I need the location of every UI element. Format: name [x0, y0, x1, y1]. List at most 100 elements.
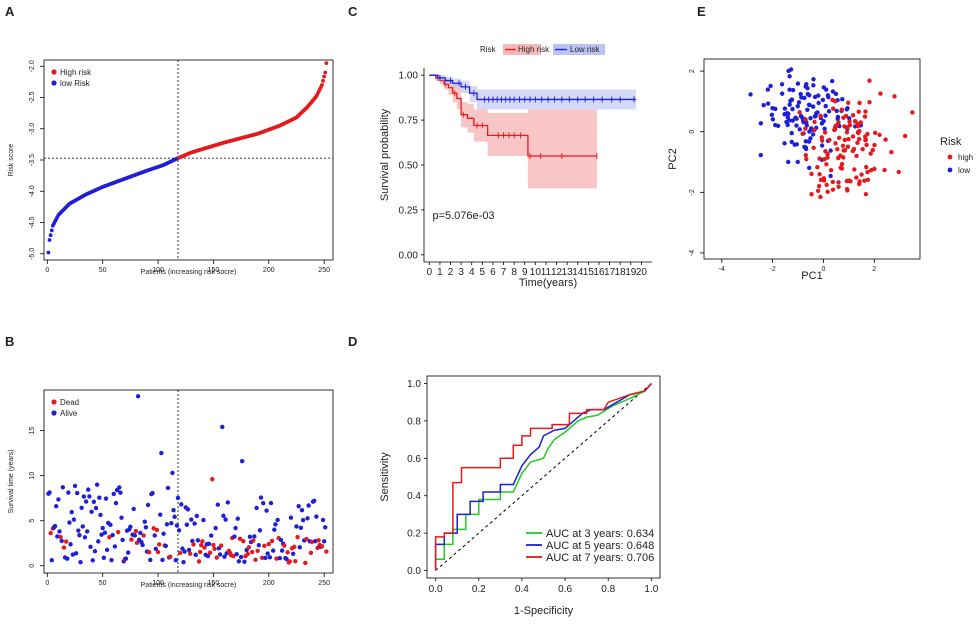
low-risk-point	[795, 103, 800, 109]
high-risk-point	[869, 168, 874, 173]
y-tick-label: 0.75	[399, 116, 419, 127]
alive-point	[88, 544, 93, 549]
x-tick-label: 17	[604, 267, 616, 278]
low-risk-point	[795, 159, 800, 165]
alive-point	[148, 557, 153, 563]
alive-point	[278, 537, 284, 543]
alive-point	[179, 502, 184, 507]
panel-d: D 0.0 0.2 0.4 0.6 0.8 1.0 0.0 0.2 0.4 0.6 0.8 1.0 1-S…	[348, 334, 661, 617]
legend-label-low-risk: low Risk	[60, 79, 91, 88]
low-risk-point	[834, 108, 839, 114]
legend-key-low	[947, 167, 953, 173]
high-risk-point	[847, 119, 852, 124]
alive-point	[128, 524, 133, 530]
high-risk-point	[817, 156, 822, 161]
alive-point	[258, 495, 264, 500]
alive-point	[112, 544, 118, 549]
low-risk-point	[820, 97, 826, 103]
y-tick-label: -4.0	[29, 185, 36, 197]
y-tick-label: 0.2	[407, 529, 421, 540]
dead-point	[282, 543, 287, 548]
alive-point	[284, 556, 289, 562]
high-risk-point	[835, 147, 840, 152]
y-tick-label: 0	[689, 130, 696, 134]
low-risk-point	[822, 126, 827, 131]
alive-point	[73, 551, 79, 556]
km-curve-low-risk	[429, 74, 637, 101]
low-risk-point	[790, 106, 795, 112]
dead-point	[249, 549, 255, 555]
y-tick-label: 0.00	[399, 250, 419, 261]
dead-point	[212, 546, 217, 552]
x-tick-label: 9	[522, 267, 528, 278]
x-tick-label: 8	[511, 267, 517, 278]
alive-point	[298, 525, 304, 530]
alive-point	[240, 459, 245, 464]
high-risk-point	[803, 126, 808, 131]
legend-label-high: high	[958, 153, 973, 162]
low-risk-point	[46, 250, 51, 255]
x-tick-label: 15	[583, 267, 595, 278]
alive-point	[111, 491, 116, 497]
x-axis-title: 1-Specificity	[514, 605, 574, 617]
alive-point	[213, 525, 218, 531]
alive-point	[86, 487, 91, 492]
dead-point	[292, 544, 297, 550]
x-tick-label: 150	[208, 580, 220, 587]
y-tick-label: 0.8	[407, 416, 421, 427]
low-risk-point	[787, 74, 792, 79]
alive-point	[113, 500, 119, 506]
x-axis-title: Time(years)	[519, 277, 577, 289]
high-risk-point	[824, 162, 829, 167]
y-tick-label: 0.25	[399, 205, 419, 216]
alive-point	[163, 543, 169, 549]
alive-point	[194, 513, 200, 519]
low-risk-point	[819, 143, 825, 148]
low-risk-point	[803, 84, 808, 89]
dead-point	[177, 550, 183, 556]
dead-point	[309, 539, 315, 545]
low-risk-point	[812, 94, 818, 100]
y-tick-label: 1.0	[407, 379, 421, 390]
alive-point	[247, 534, 253, 540]
x-tick-label: 0.8	[601, 584, 615, 595]
x-tick-label: -2	[769, 266, 775, 273]
high-risk-point	[910, 110, 915, 115]
dead-point	[196, 559, 202, 564]
y-tick-label: -2.0	[29, 60, 36, 72]
high-risk-point	[816, 183, 822, 189]
high-risk-point	[850, 148, 856, 154]
alive-point	[172, 514, 177, 520]
high-risk-point	[809, 171, 814, 177]
alive-point	[132, 533, 137, 538]
dead-point	[200, 539, 205, 544]
legend-title-risk: Risk	[940, 136, 962, 148]
alive-point	[257, 528, 263, 533]
low-risk-point	[811, 77, 816, 82]
dead-point	[187, 551, 193, 556]
high-risk-point	[862, 114, 868, 119]
high-risk-point	[870, 147, 875, 153]
high-risk-point	[846, 136, 851, 142]
alive-point	[120, 537, 125, 543]
panel-label-e: E	[697, 4, 706, 19]
alive-point	[67, 520, 72, 525]
high-risk-point	[846, 178, 852, 183]
alive-point	[100, 525, 105, 531]
dead-point	[231, 553, 236, 559]
legend-box-high-risk	[503, 44, 541, 55]
alive-point	[306, 503, 311, 508]
high-risk-point	[819, 135, 824, 140]
y-tick-label: 2	[689, 69, 696, 73]
high-risk-point	[892, 94, 897, 99]
dead-point	[262, 543, 267, 549]
low-risk-point	[805, 107, 810, 113]
dead-point	[237, 536, 243, 541]
low-risk-point	[758, 121, 764, 126]
y-tick-label: -5.0	[29, 248, 36, 260]
high-risk-point	[797, 110, 802, 115]
alive-point	[68, 542, 73, 547]
alive-point	[313, 538, 318, 544]
high-risk-point	[867, 78, 872, 83]
